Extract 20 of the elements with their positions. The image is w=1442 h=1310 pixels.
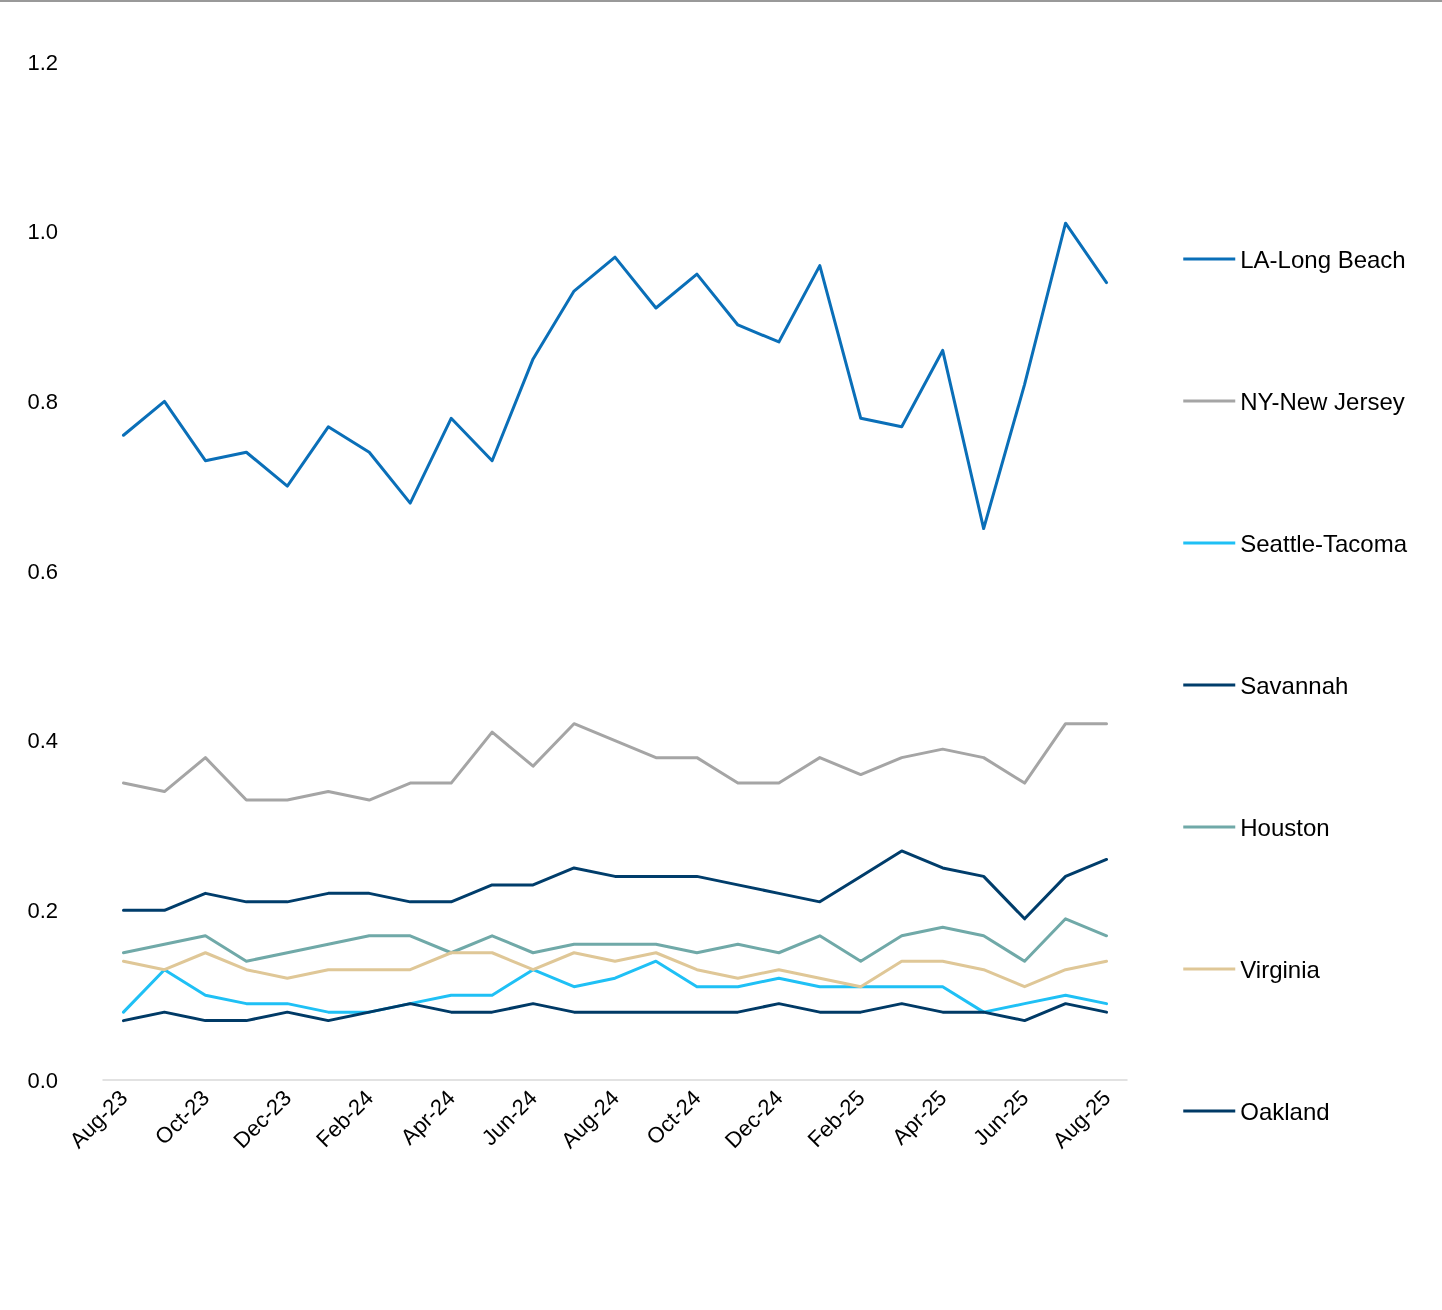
legend-label: Savannah (1240, 671, 1349, 699)
y-tick-label: 0.2 (27, 897, 58, 923)
line-series (121, 849, 1109, 921)
line-series (121, 722, 1109, 802)
y-tick-label: 0.4 (27, 728, 58, 754)
y-tick-label: 1.2 (27, 49, 58, 75)
legend-label: Virginia (1240, 955, 1321, 983)
legend-label: LA-Long Beach (1240, 245, 1406, 273)
y-tick-label: 0.8 (27, 388, 58, 414)
legend-label: Oakland (1240, 1097, 1330, 1125)
line-series (121, 221, 1109, 531)
line-series (121, 951, 1109, 989)
y-tick-label: 1.0 (27, 219, 58, 245)
y-tick-label: 0.0 (27, 1067, 58, 1093)
line-series (121, 959, 1109, 1014)
line-series (121, 917, 1109, 963)
legend-label: NY-New Jersey (1240, 387, 1405, 415)
legend-label: Seattle-Tacoma (1240, 529, 1408, 557)
y-tick-label: 0.6 (27, 558, 58, 584)
legend-label: Houston (1240, 813, 1330, 841)
